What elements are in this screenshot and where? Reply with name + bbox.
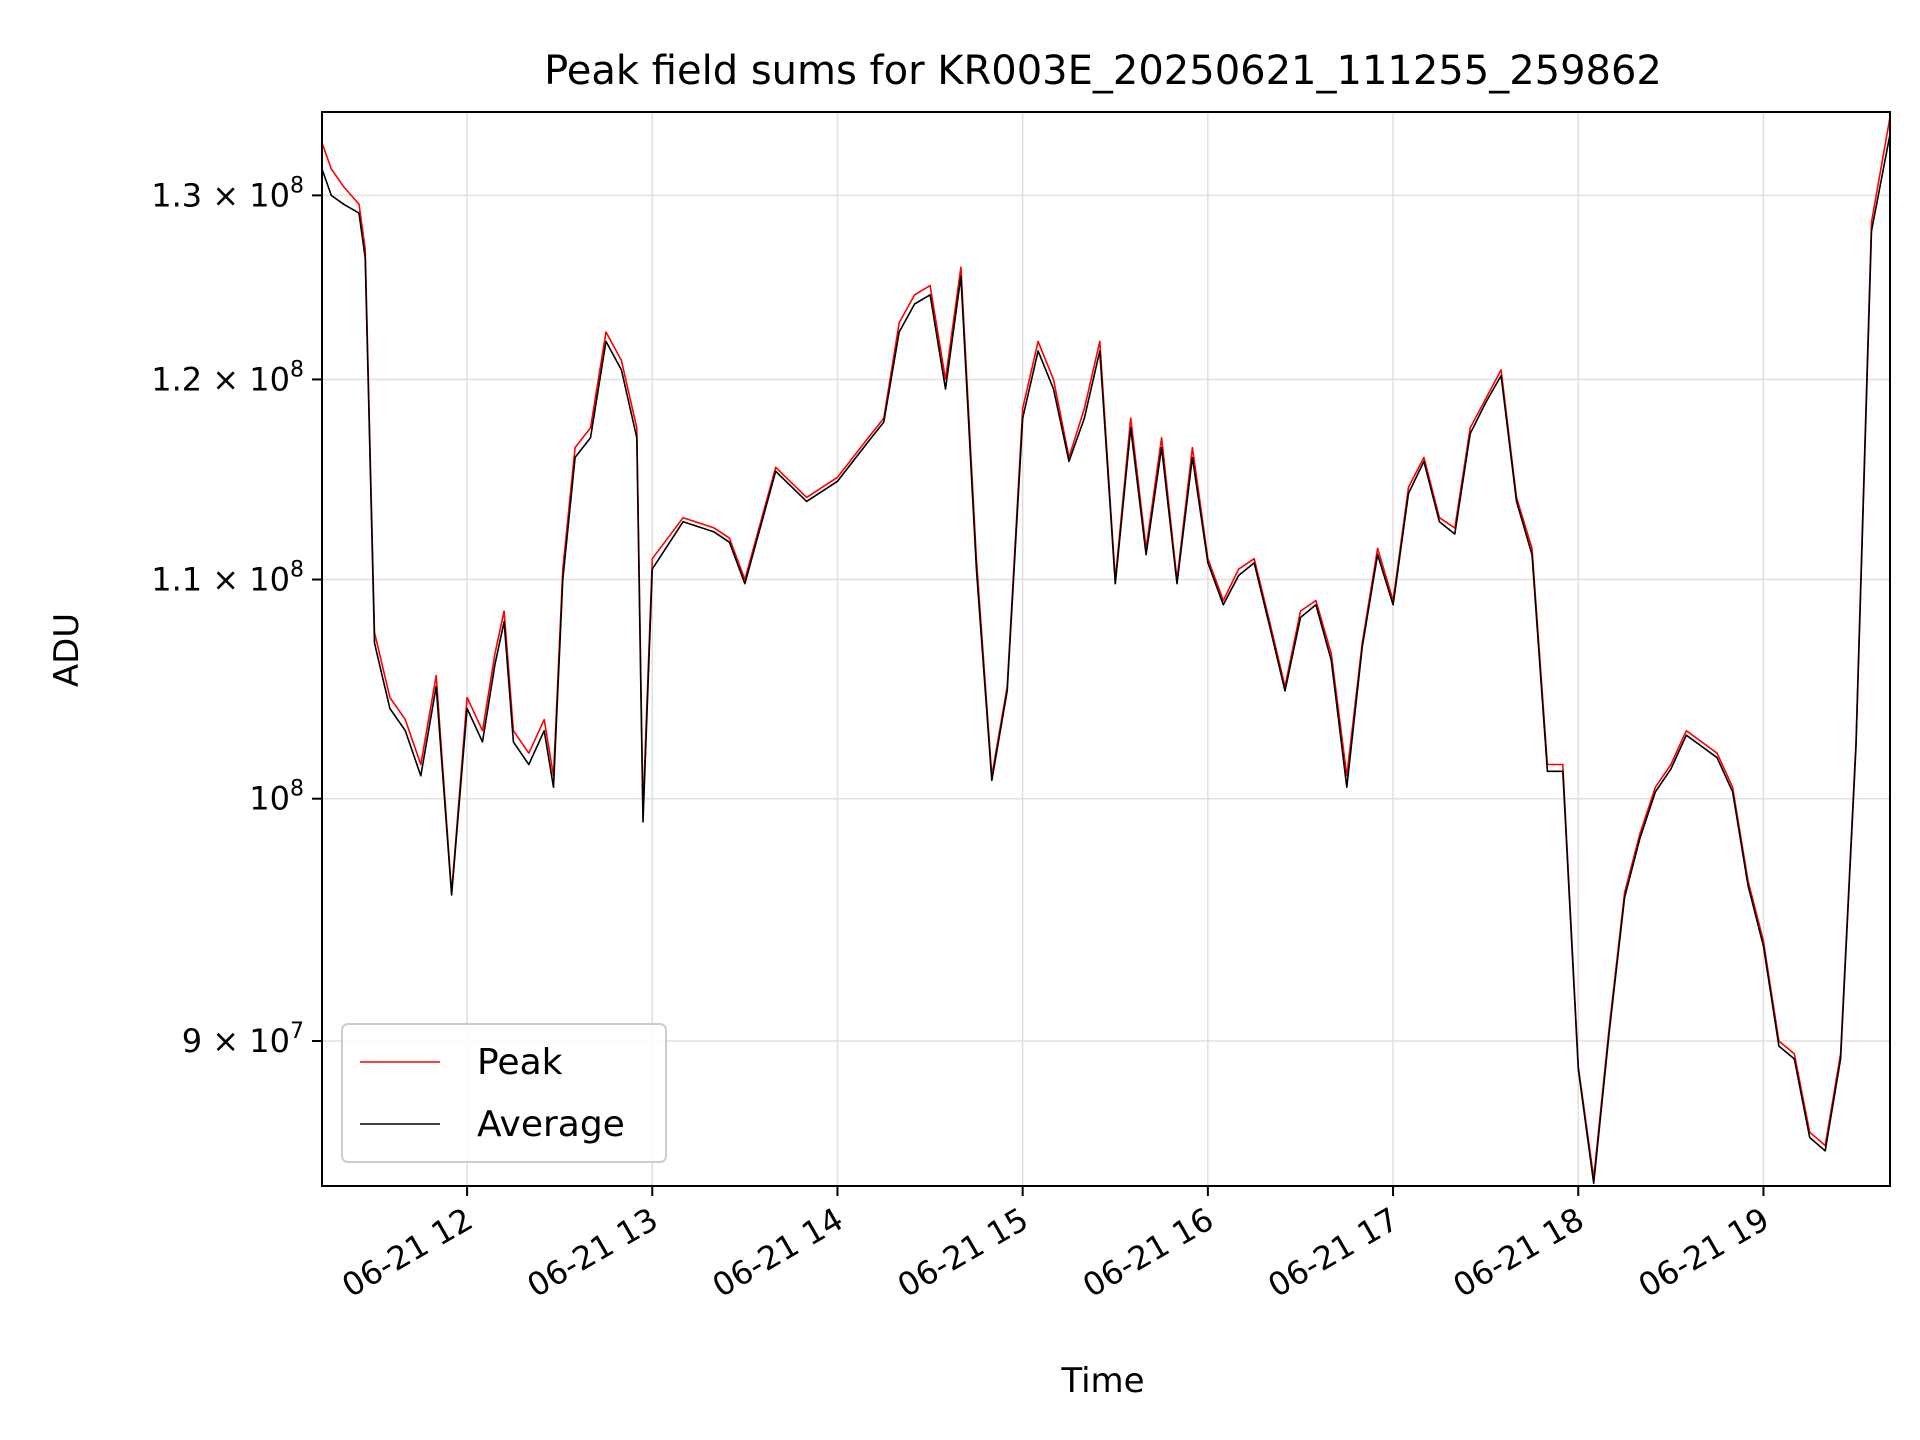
y-tick-label: 1.3 × 108 xyxy=(151,173,304,214)
x-axis-label: Time xyxy=(1060,1361,1144,1401)
plot-frame xyxy=(321,111,1891,1187)
legend-box xyxy=(341,1023,667,1163)
y-axis-label: ADU xyxy=(47,613,87,687)
y-tick-label: 1.1 × 108 xyxy=(151,558,304,599)
chart-title: Peak field sums for KR003E_20250621_1112… xyxy=(544,48,1662,94)
legend: Peak Average xyxy=(341,1023,667,1163)
legend-label-average: Average xyxy=(477,1104,625,1145)
y-tick-label: 9 × 107 xyxy=(182,1019,304,1060)
grid-layer xyxy=(322,112,1890,1186)
series-layer xyxy=(321,116,1891,1185)
legend-label-peak: Peak xyxy=(477,1042,563,1083)
y-tick-label: 108 xyxy=(249,777,304,818)
series-line-average xyxy=(321,134,1891,1185)
y-tick-label: 1.2 × 108 xyxy=(151,357,304,398)
